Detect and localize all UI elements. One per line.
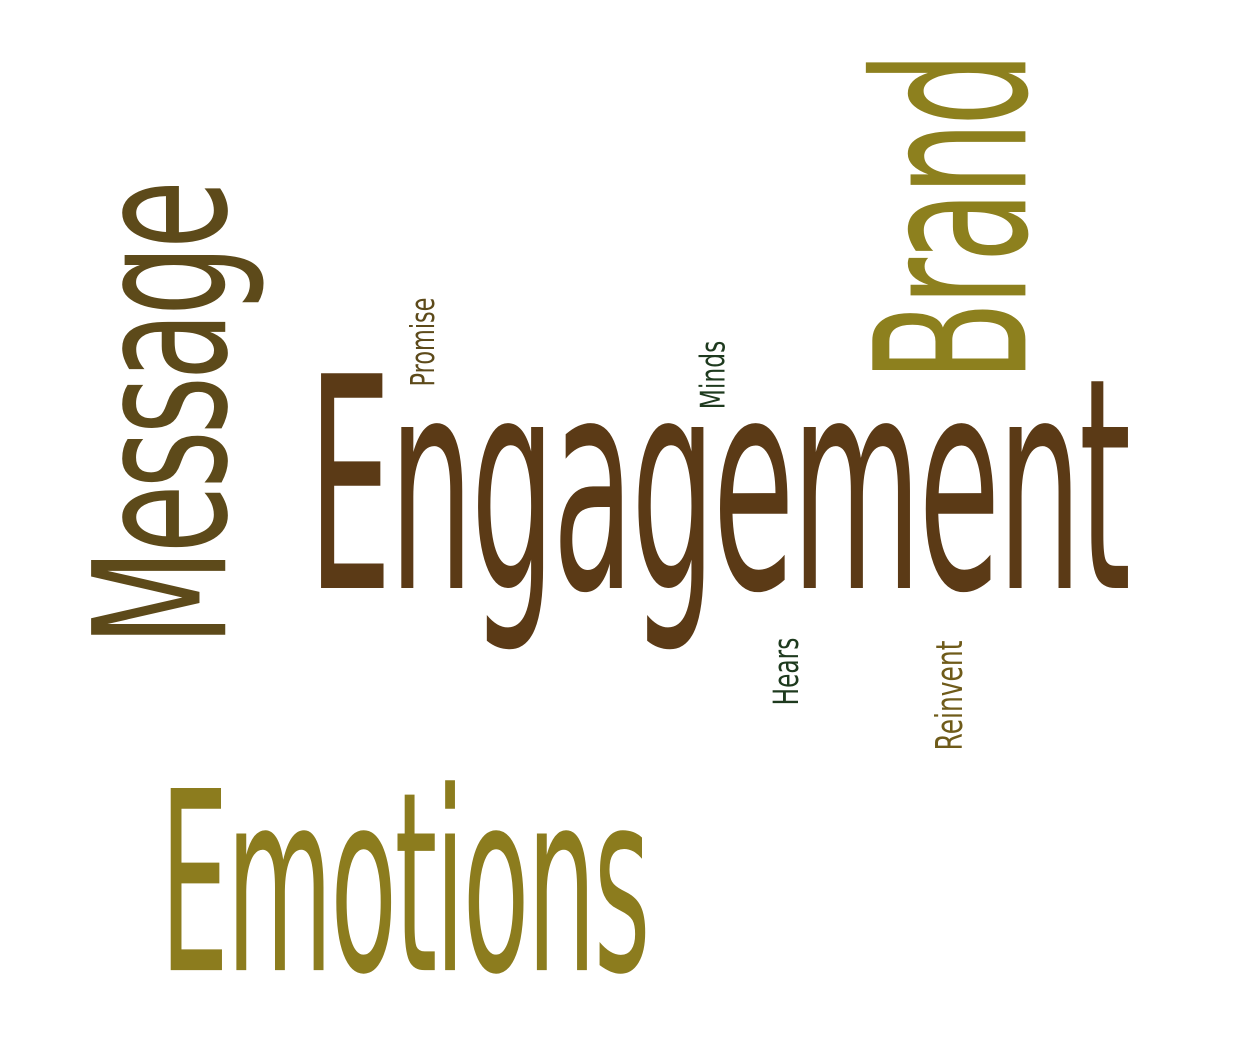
word-hears-text: Hears	[766, 637, 808, 706]
word-emotions: Emotions	[160, 738, 840, 1049]
word-promise-text: Promise	[405, 297, 443, 387]
word-engagement: Engagement	[308, 315, 1218, 690]
word-engagement-text: Engagement	[308, 315, 1131, 658]
word-emotions-text: Emotions	[160, 738, 651, 1030]
word-reinvent-text: Reinvent	[928, 640, 971, 751]
word-message-text: Message	[53, 184, 269, 646]
word-minds-text: Minds	[694, 340, 734, 410]
